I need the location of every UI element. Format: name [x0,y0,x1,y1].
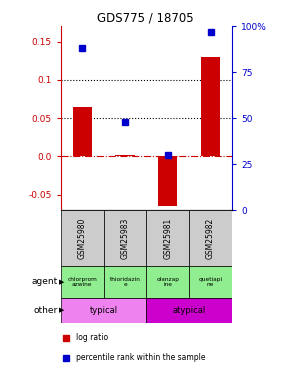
Text: quetiapi
ne: quetiapi ne [199,277,223,287]
Bar [61,266,104,298]
Text: GSM25982: GSM25982 [206,217,215,259]
Text: ▶: ▶ [59,279,65,285]
Text: ▶: ▶ [59,307,65,313]
Text: GSM25980: GSM25980 [78,217,87,259]
Text: thioridazin
e: thioridazin e [110,277,140,287]
Bar [61,298,146,322]
Bar [189,266,232,298]
Text: percentile rank within the sample: percentile rank within the sample [76,353,206,362]
Bar [61,210,104,266]
Bar [73,106,92,156]
Bar [158,156,177,206]
Text: chlorprom
azwine: chlorprom azwine [67,277,97,287]
Text: log ratio: log ratio [76,333,108,342]
Bar [104,210,146,266]
Bar [146,298,232,322]
Text: GSM25981: GSM25981 [163,217,172,259]
Bar [201,57,220,156]
Text: olanzap
ine: olanzap ine [156,277,179,287]
Text: agent: agent [32,278,58,286]
Bar [115,155,135,156]
Bar [146,266,189,298]
Text: GSM25983: GSM25983 [121,217,130,259]
Text: other: other [34,306,58,315]
Bar [146,210,189,266]
Text: atypical: atypical [173,306,206,315]
Bar [189,210,232,266]
Text: GDS775 / 18705: GDS775 / 18705 [97,11,193,24]
Text: typical: typical [90,306,118,315]
Bar [104,266,146,298]
